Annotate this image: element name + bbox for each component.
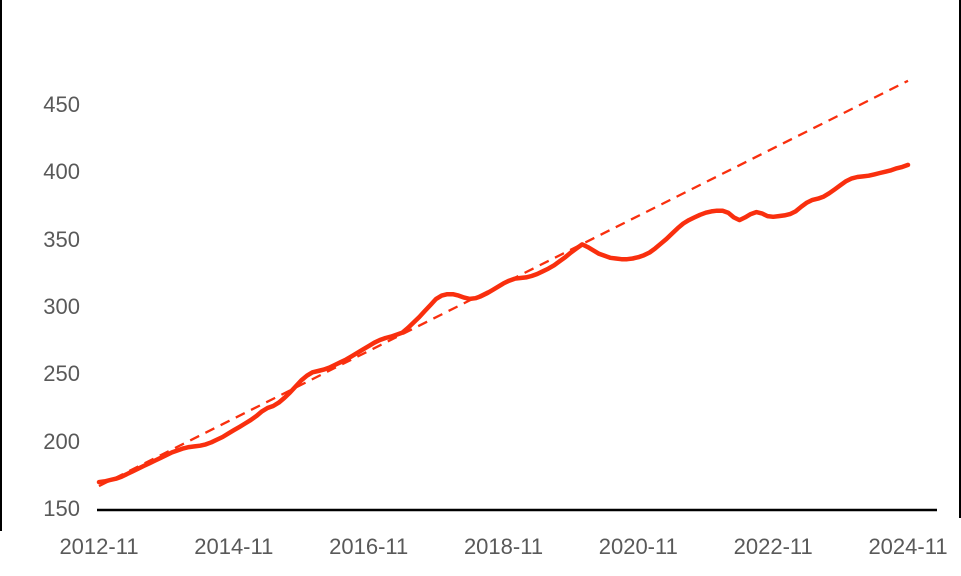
- y-tick-label: 250: [43, 361, 80, 387]
- window-edge-left-line: [0, 0, 2, 531]
- x-tick-label: 2018-11: [463, 534, 544, 559]
- trend-line-dashed: [98, 79, 909, 488]
- x-tick-label: 2014-11: [194, 534, 274, 559]
- x-tick-label: 2024-11: [868, 534, 948, 559]
- y-tick-label: 350: [43, 226, 80, 252]
- x-tick-label: 2020-11: [598, 534, 678, 559]
- y-tick-label: 300: [43, 294, 80, 319]
- x-tick-label: 2022-11: [733, 534, 813, 559]
- y-tick-label: 150: [43, 496, 80, 521]
- x-tick-label: 2012-11: [59, 534, 139, 559]
- x-tick-label: 2016-11: [329, 534, 409, 559]
- window-edge-right-line: [959, 0, 961, 518]
- y-tick-label: 400: [43, 159, 80, 185]
- y-tick-label: 450: [43, 92, 80, 117]
- series-line-actual: [96, 162, 911, 485]
- y-tick-label: 200: [43, 428, 80, 454]
